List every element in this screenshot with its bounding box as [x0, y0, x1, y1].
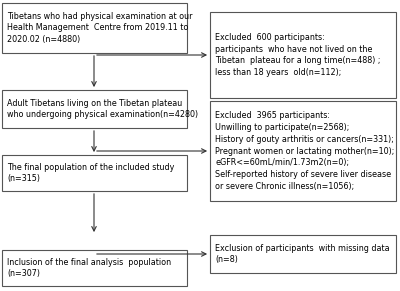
Text: The final population of the included study
(n=315): The final population of the included stu…: [7, 163, 174, 183]
Text: Excluded  3965 participants:
Unwilling to participate(n=2568);
History of gouty : Excluded 3965 participants: Unwilling to…: [215, 111, 394, 191]
Bar: [2, 90, 187, 128]
Bar: [210, 235, 396, 273]
Text: Inclusion of the final analysis  population
(n=307): Inclusion of the final analysis populati…: [7, 258, 171, 278]
Bar: [2, 250, 187, 286]
Text: Tibetans who had physical examination at our
Health Management  Centre from 2019: Tibetans who had physical examination at…: [7, 12, 192, 44]
Bar: [210, 12, 396, 98]
Text: Adult Tibetans living on the Tibetan plateau
who undergoing physical examination: Adult Tibetans living on the Tibetan pla…: [7, 99, 198, 119]
Text: Excluded  600 participants:
participants  who have not lived on the
Tibetan  pla: Excluded 600 participants: participants …: [215, 33, 380, 77]
Bar: [2, 3, 187, 53]
Bar: [210, 101, 396, 201]
Text: Exclusion of participants  with missing data
(n=8): Exclusion of participants with missing d…: [215, 244, 390, 265]
Bar: [2, 155, 187, 191]
